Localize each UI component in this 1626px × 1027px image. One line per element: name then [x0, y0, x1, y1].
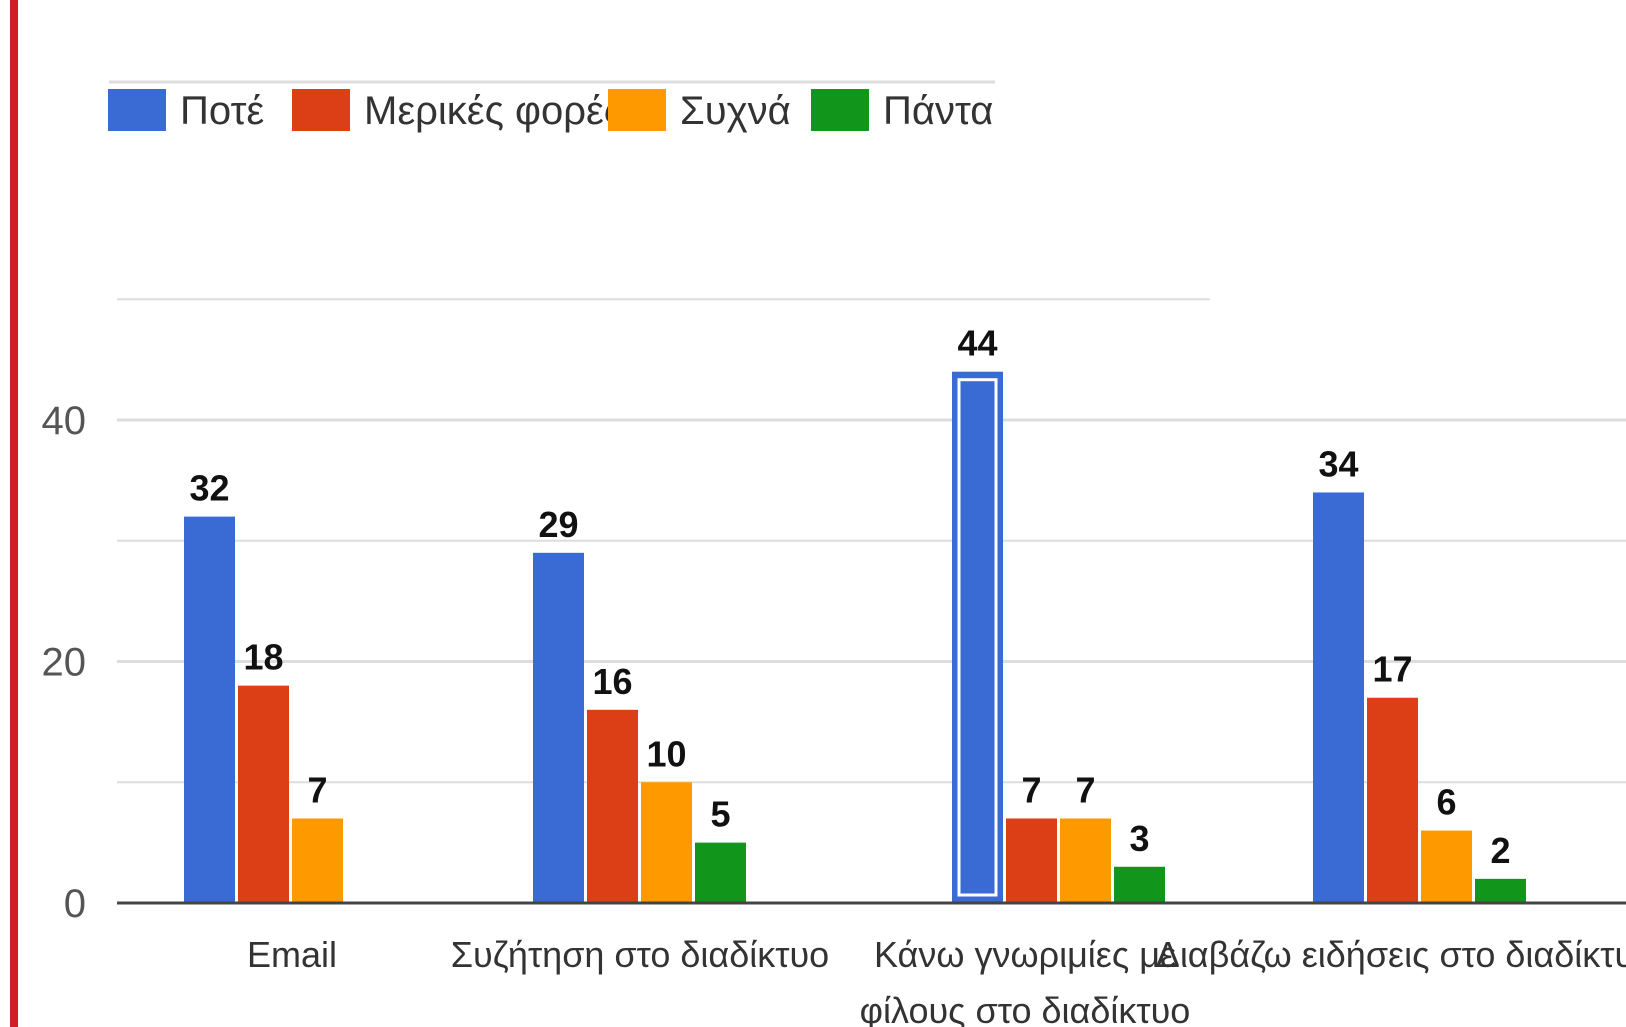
- legend-label[interactable]: Ποτέ: [180, 89, 264, 133]
- bar[interactable]: [292, 818, 343, 903]
- bar[interactable]: [1475, 879, 1526, 903]
- bar[interactable]: [238, 686, 289, 903]
- legend-swatch[interactable]: [108, 89, 166, 131]
- y-tick-label: 20: [42, 641, 87, 685]
- bar[interactable]: [641, 782, 692, 903]
- x-axis: Email Συζήτηση στο διαδίκτυο Κάνω γνωριμίε…: [247, 934, 1626, 1027]
- legend-swatch[interactable]: [811, 89, 869, 131]
- data-label: 6: [1436, 782, 1456, 823]
- frame-left-border: [10, 0, 18, 1027]
- legend[interactable]: Ποτέ Μερικές φορές Συχνά Πάντα: [108, 82, 995, 133]
- data-label: 5: [710, 794, 730, 835]
- x-tick-label: Κάνω γνωριμίες με: [874, 934, 1176, 975]
- x-tick-label: φίλους στο διαδίκτυο: [860, 990, 1191, 1027]
- bar[interactable]: [1060, 818, 1111, 903]
- bar[interactable]: [1114, 867, 1165, 903]
- y-tick-label: 0: [64, 882, 86, 926]
- bar[interactable]: [695, 843, 746, 903]
- legend-label[interactable]: Μερικές φορές: [364, 89, 623, 133]
- data-label: 2: [1490, 830, 1510, 871]
- bar[interactable]: [1313, 492, 1364, 903]
- legend-label[interactable]: Συχνά: [680, 89, 791, 133]
- data-label: 17: [1372, 649, 1412, 690]
- data-label: 29: [538, 504, 578, 545]
- bar[interactable]: [184, 517, 235, 903]
- legend-label[interactable]: Πάντα: [883, 89, 993, 133]
- data-label: 32: [189, 468, 229, 509]
- data-label: 16: [592, 661, 632, 702]
- x-tick-label: Email: [247, 934, 337, 975]
- y-axis: 0 20 40: [42, 399, 87, 926]
- bar[interactable]: [587, 710, 638, 903]
- data-label: 3: [1129, 818, 1149, 859]
- data-label: 10: [646, 733, 686, 774]
- data-label: 18: [243, 637, 283, 678]
- y-tick-label: 40: [42, 399, 87, 443]
- data-label: 7: [1021, 769, 1041, 810]
- data-label: 44: [957, 323, 997, 364]
- legend-swatch[interactable]: [292, 89, 350, 131]
- x-tick-label: Διαβάζω ειδήσεις στο διαδίκτυο.: [1156, 934, 1626, 975]
- bar[interactable]: [533, 553, 584, 903]
- data-label: 7: [307, 769, 327, 810]
- x-tick-label: Συζήτηση στο διαδίκτυο: [451, 934, 829, 975]
- bar[interactable]: [1367, 698, 1418, 903]
- data-label: 34: [1318, 443, 1358, 484]
- legend-swatch[interactable]: [608, 89, 666, 131]
- bar[interactable]: [1006, 818, 1057, 903]
- data-label: 7: [1075, 769, 1095, 810]
- bar[interactable]: [1421, 831, 1472, 903]
